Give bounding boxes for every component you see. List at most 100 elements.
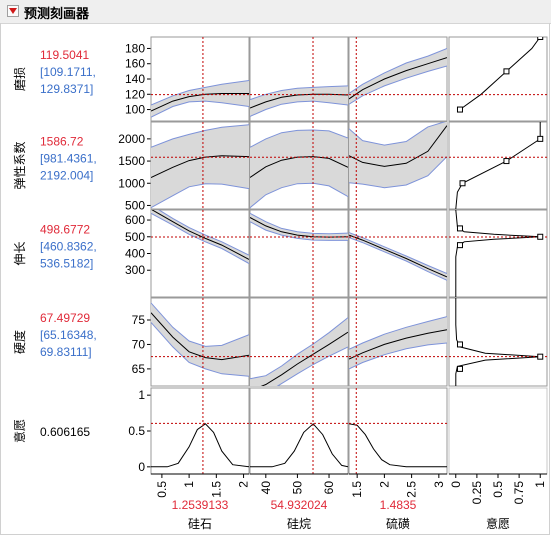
band-lower-edge	[250, 221, 348, 241]
plot-cell-4-0	[150, 387, 250, 475]
prediction-curve	[349, 329, 447, 360]
band-lower-edge	[349, 156, 447, 189]
desirability-curve	[459, 37, 541, 110]
response-label-2: 伸长 498.6772 [460.8362, 536.5182]	[13, 223, 97, 271]
y-axis-3: 65 70 75	[132, 298, 152, 386]
profile-4-0	[151, 388, 249, 474]
prediction-curve	[250, 156, 348, 178]
desirability-handle[interactable]	[459, 180, 466, 187]
desirability-handle[interactable]	[456, 225, 463, 232]
profile-4-2	[349, 388, 447, 474]
x-tick-label: 0.5	[155, 481, 169, 498]
prediction-curve	[151, 93, 249, 112]
x-tick-label: 60	[322, 481, 336, 495]
band-lower-edge	[151, 212, 249, 264]
outline-disclosure-icon[interactable]	[7, 5, 19, 17]
confidence-band	[151, 124, 249, 208]
prediction-curve	[250, 217, 348, 238]
prediction-curve	[349, 57, 447, 100]
desirability-handle[interactable]	[537, 35, 544, 40]
response-current-value: 119.5041	[40, 48, 89, 62]
profiler-frame	[0, 23, 550, 535]
confidence-band	[151, 302, 249, 377]
profile-1-0	[151, 122, 249, 209]
y-tick-label: 1000	[118, 176, 145, 190]
band-upper-edge	[250, 85, 348, 101]
confidence-band	[250, 85, 348, 117]
response-current-value: 1586.72	[40, 135, 84, 149]
desirability-handle[interactable]	[537, 353, 544, 360]
plot-cell-3-3	[448, 297, 548, 387]
desirability-curve	[455, 122, 541, 209]
desirability-curve	[455, 298, 541, 386]
plot-cell-4-2	[348, 387, 448, 475]
confidence-band	[349, 122, 447, 188]
desirability-axis-name: 意愿	[486, 516, 510, 531]
desirability-handle[interactable]	[456, 106, 463, 113]
desirability-handle[interactable]	[537, 233, 544, 240]
band-lower-edge	[151, 183, 249, 209]
y-tick-label: 1500	[118, 154, 145, 168]
band-upper-edge	[349, 48, 447, 94]
x-tick-label: 0.5	[491, 481, 505, 498]
plot-cell-2-2	[348, 209, 448, 298]
response-label-1: 弹性系数 1586.72 [981.4361, 2192.004]	[12, 135, 97, 190]
x-axis-desirability: 0 0.25 0.5 0.75 1 意愿	[449, 473, 547, 531]
x-tick-label: 0.25	[470, 481, 484, 505]
response-name: 硬度	[12, 330, 27, 354]
band-upper-edge	[151, 124, 249, 148]
desirability-handle[interactable]	[503, 158, 510, 165]
y-tick-label: 140	[125, 72, 145, 86]
profile-0-2	[349, 37, 447, 121]
desirability-handle[interactable]	[456, 341, 463, 348]
desirability-current-value: 0.606165	[40, 425, 90, 439]
response-label-4: 意愿 0.606165	[12, 419, 90, 443]
response-ci-high: 69.83111]	[40, 345, 92, 359]
plot-cell-0-0	[150, 36, 250, 122]
y-tick-label: 400	[125, 247, 145, 261]
response-ci-high: 536.5182]	[40, 257, 93, 271]
response-current-value: 498.6772	[40, 223, 90, 237]
confidence-band	[349, 48, 447, 105]
profile-4-1	[250, 388, 348, 474]
response-name: 磨损	[13, 67, 27, 91]
profile-3-1	[250, 298, 348, 386]
band-upper-edge	[158, 210, 249, 256]
prediction-curve	[349, 423, 447, 468]
desirability-handle[interactable]	[503, 68, 510, 75]
y-axis-2: 300 400 500 600	[125, 210, 152, 297]
y-tick-label: 500	[125, 230, 145, 244]
plot-cell-4-1	[249, 387, 349, 475]
band-lower-edge	[250, 182, 348, 209]
y-tick-label: 180	[125, 41, 145, 55]
desirability-handle[interactable]	[537, 135, 544, 142]
prediction-curve	[151, 155, 249, 178]
band-upper-edge	[151, 302, 249, 347]
band-upper-edge	[349, 122, 446, 146]
response-name: 弹性系数	[12, 141, 27, 189]
prediction-curve	[260, 331, 348, 386]
plot-cell-2-1	[249, 209, 349, 298]
x-tick-label: 40	[259, 481, 273, 495]
desirability-curve	[455, 210, 541, 297]
profiler-title: 预测刻画器	[24, 6, 90, 21]
x-tick-label: 3	[432, 481, 446, 488]
y-tick-label: 500	[125, 198, 145, 212]
desirability-handle[interactable]	[456, 365, 463, 372]
desirability-function-0	[449, 35, 547, 113]
plot-cell-2-3	[448, 209, 548, 298]
x-tick-label: 1.5	[209, 481, 223, 498]
y-axis-4: 00.51	[128, 388, 152, 474]
y-tick-label: 70	[132, 337, 146, 351]
desirability-handle[interactable]	[456, 242, 463, 249]
profile-1-1	[250, 122, 348, 209]
plot-cell-0-1	[249, 36, 349, 122]
confidence-band	[250, 317, 348, 386]
response-ci-low: [65.16348,	[40, 328, 97, 342]
response-ci-low: [460.8362,	[40, 240, 97, 254]
x-tick-label: 50	[290, 481, 304, 495]
confidence-band	[250, 213, 348, 241]
x-axis-1: 40 50 60 54.932024 硅烷	[250, 473, 348, 531]
response-label-0: 磨损 119.5041 [109.1711, 129.8371]	[13, 48, 96, 96]
